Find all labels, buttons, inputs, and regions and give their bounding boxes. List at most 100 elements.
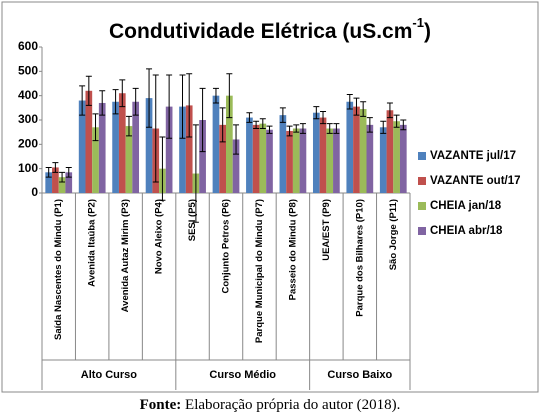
bar [112, 101, 119, 193]
bar [266, 129, 273, 193]
error-bar [65, 166, 72, 178]
bar [386, 110, 394, 193]
x-tick-label: Parque dos Bilhares (P10) [354, 199, 365, 317]
legend-label: CHEIA jan/18 [430, 200, 502, 212]
error-bar [85, 75, 92, 106]
x-tick-label: Novo Aleixo (P4) [154, 199, 165, 274]
bar [52, 167, 59, 193]
bar [125, 126, 133, 193]
bar [85, 90, 93, 193]
error-bar [346, 93, 353, 110]
bar [359, 109, 367, 193]
error-bar [59, 171, 66, 183]
legend-swatch [418, 227, 426, 235]
chart-title: Condutividade Elétrica (uS.cm-1) [109, 15, 431, 42]
bar [246, 117, 253, 193]
y-tick-label: 400 [18, 88, 38, 102]
error-bar [45, 166, 52, 178]
error-bar [199, 87, 206, 153]
bar [326, 128, 334, 193]
legend-swatch [418, 152, 426, 160]
error-bar [166, 74, 173, 139]
group-label: Alto Curso [81, 369, 138, 381]
error-bar [146, 68, 153, 128]
title-main: Condutividade Elétrica (uS.cm [109, 20, 412, 43]
x-tick-label: Avenida Itaúba (P2) [87, 199, 98, 287]
source-label: Fonte: [140, 397, 182, 413]
bar [132, 101, 140, 193]
bar [226, 95, 233, 193]
error-bar [152, 74, 159, 183]
error-bar [299, 123, 306, 134]
x-tick-label: Avenida Autaz Mirim (P3) [120, 199, 131, 312]
bar [78, 100, 86, 193]
y-tick-label: 300 [18, 112, 38, 126]
error-bar [259, 118, 266, 130]
title-superscript: -1 [412, 15, 424, 30]
bar [165, 106, 173, 193]
y-tick-label: 100 [18, 161, 38, 175]
legend-swatch [418, 202, 426, 210]
bar [252, 124, 260, 193]
x-tick-label: Parque Municipal do Mindu (P7) [254, 199, 265, 343]
bar [45, 172, 53, 193]
bar [185, 105, 193, 193]
x-tick-label: Saída Nascentes do Mindu (P1) [53, 199, 64, 340]
error-bar [192, 124, 199, 223]
bar [379, 127, 387, 193]
error-bar [125, 115, 132, 137]
bar [333, 128, 340, 193]
error-bar [212, 87, 219, 104]
error-bar [112, 89, 119, 115]
x-tick-label: Conjunto Petros (P6) [221, 199, 232, 293]
bar [292, 128, 300, 193]
error-bar [360, 101, 367, 117]
error-bar [320, 110, 327, 125]
error-bar [293, 124, 300, 133]
x-tick-label: SESI (P5) [187, 199, 198, 241]
chart-frame [1, 1, 539, 393]
error-bar [233, 124, 240, 155]
bar [212, 95, 220, 193]
group-label: Curso Médio [209, 369, 276, 381]
bar [286, 130, 293, 193]
legend-label: VAZANTE jul/17 [430, 150, 516, 162]
error-bar [393, 114, 400, 128]
x-tick-label: Passeio do Mindu (P8) [287, 199, 298, 300]
bar [299, 128, 307, 193]
error-bar [286, 125, 293, 137]
error-bar [380, 120, 387, 134]
error-bar [159, 136, 166, 201]
bar [118, 93, 126, 193]
bar [232, 139, 240, 193]
error-bar [79, 85, 86, 116]
error-bar [266, 125, 273, 134]
y-tick-label: 500 [18, 64, 38, 78]
bar [353, 106, 360, 193]
bar [259, 123, 267, 193]
error-bar [366, 117, 373, 133]
source-note: Fonte: Elaboração própria do autor (2018… [140, 397, 401, 413]
bar [312, 112, 320, 193]
error-bar [313, 106, 320, 120]
error-bar [179, 74, 186, 139]
x-tick-label: São Jorge (P11) [388, 199, 399, 270]
error-bar [386, 102, 393, 119]
error-bar [279, 107, 286, 123]
bar [399, 124, 407, 193]
legend-swatch [418, 177, 426, 185]
group-label: Curso Baixo [327, 369, 392, 381]
bar [346, 101, 354, 193]
error-bar [226, 73, 233, 119]
legend-label: VAZANTE out/17 [430, 175, 521, 187]
bar [366, 124, 374, 193]
y-tick-label: 600 [18, 39, 38, 53]
bar [319, 117, 327, 193]
error-bar [119, 79, 126, 108]
error-bar [92, 113, 99, 142]
bar [279, 115, 287, 193]
bar [145, 98, 153, 193]
x-tick-label: UEA/EST (P9) [321, 199, 332, 261]
error-bar [326, 123, 333, 134]
